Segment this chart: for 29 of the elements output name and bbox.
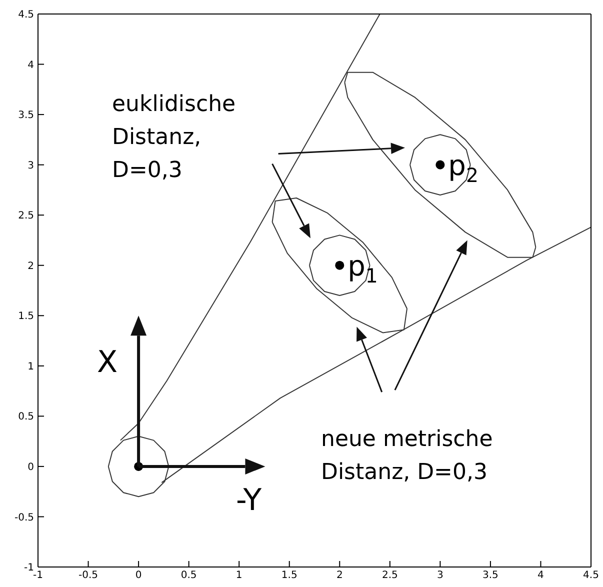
annotation: p$_{1}$: [348, 249, 378, 288]
y-tick-label: 1: [28, 361, 34, 372]
x-tick-label: 3: [436, 570, 444, 582]
x-tick-label: 1.5: [281, 570, 298, 582]
y-tick-label: 0: [28, 462, 34, 474]
x-tick-label: 3.5: [482, 570, 498, 582]
y-tick-label: 4: [28, 60, 34, 71]
y-tick-label: 3: [28, 160, 34, 172]
x-tick-label: 1: [236, 570, 242, 582]
annotation: neue metrische Distanz, D=0,3: [321, 426, 494, 487]
y-tick-label: 4.5: [18, 10, 34, 21]
x-tick-label: 2.5: [382, 570, 398, 582]
y-tick-label: -1: [24, 562, 34, 574]
y-tick-label: 3.5: [18, 110, 34, 122]
x-tick-label: 4.5: [583, 570, 599, 582]
annotation: euklidische Distanz, D=0,3: [112, 91, 236, 185]
y-tick-label: 1.5: [18, 311, 34, 322]
y-tick-label: 2: [28, 260, 34, 272]
y-tick-label: 0.5: [18, 412, 34, 423]
y-tick-label: 2.5: [18, 210, 34, 222]
x-tick-label: -0.5: [78, 570, 98, 582]
annotation: p$_{2}$: [448, 148, 478, 187]
x-tick-label: 0.5: [180, 570, 197, 582]
x-tick-label: 4: [538, 570, 544, 582]
annotation: X: [97, 344, 119, 382]
x-tick-label: 2: [336, 570, 343, 582]
annotation: -Y: [236, 482, 263, 520]
y-tick-label: -0.5: [14, 512, 34, 524]
x-tick-label: 0: [135, 570, 142, 582]
